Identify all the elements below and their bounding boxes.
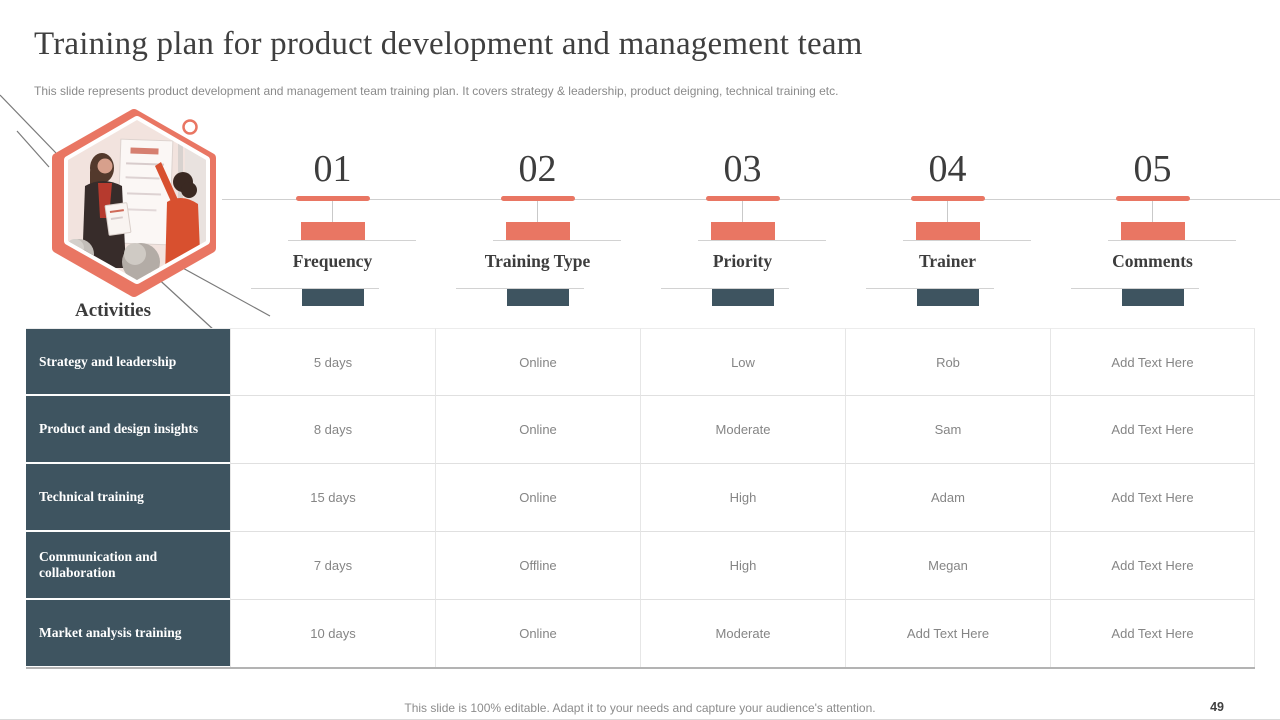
activity-cell: Market analysis training [26, 600, 230, 668]
training-type-cell: Online [435, 396, 640, 464]
column-label: Comments [1112, 251, 1193, 271]
activities-label: Activities [75, 300, 151, 321]
priority-cell: Moderate [640, 396, 845, 464]
comments-placeholder[interactable]: Add Text Here [1050, 464, 1255, 532]
comments-placeholder[interactable]: Add Text Here [1050, 328, 1255, 396]
frequency-cell: 5 days [230, 328, 435, 396]
accent-bar [300, 222, 365, 241]
frequency-cell: 7 days [230, 532, 435, 600]
shelf-line [492, 240, 621, 241]
training-type-cell: Online [435, 328, 640, 396]
accent-underline [910, 196, 985, 201]
trainer-cell: Adam [845, 464, 1050, 532]
activity-cell: Communication and collaboration [26, 532, 230, 600]
shelf-line [1070, 288, 1199, 289]
trainer-cell: Megan [845, 532, 1050, 600]
training-table: Strategy and leadership 5 days Online Lo… [26, 328, 1255, 668]
page-title: Training plan for product development an… [34, 26, 863, 62]
frequency-cell: 15 days [230, 464, 435, 532]
shelf-line [697, 240, 826, 241]
training-type-cell: Offline [435, 532, 640, 600]
comments-placeholder[interactable]: Add Text Here [1050, 600, 1255, 668]
dark-bar [506, 289, 569, 306]
connector-line [947, 201, 948, 223]
column-number: 04 [928, 148, 967, 190]
connector-line [1152, 201, 1153, 223]
diagonal-line [0, 94, 57, 154]
activity-cell: Strategy and leadership [26, 328, 230, 396]
comments-placeholder[interactable]: Add Text Here [1050, 396, 1255, 464]
priority-cell: High [640, 532, 845, 600]
priority-cell: Moderate [640, 600, 845, 668]
dark-bar [711, 289, 774, 306]
shelf-line [455, 288, 584, 289]
training-session-photo [68, 120, 206, 280]
accent-bar [1120, 222, 1185, 241]
shelf-line [287, 240, 416, 241]
table-bottom-shadow [26, 667, 1255, 669]
column-header-comments: 05 Comments [1050, 0, 1255, 330]
slide-subtitle: This slide represents product developmen… [34, 84, 839, 98]
shelf-line [250, 288, 379, 289]
activity-cell: Product and design insights [26, 396, 230, 464]
shelf-line [660, 288, 789, 289]
connector-line [537, 201, 538, 223]
footer-note: This slide is 100% editable. Adapt it to… [404, 701, 876, 715]
connector-line [332, 201, 333, 223]
frequency-cell: 8 days [230, 396, 435, 464]
column-number: 03 [723, 148, 762, 190]
priority-cell: High [640, 464, 845, 532]
column-header-training-type: 02 Training Type [435, 0, 640, 330]
frequency-cell: 10 days [230, 600, 435, 668]
accent-bar [915, 222, 980, 241]
trainer-cell: Sam [845, 396, 1050, 464]
training-type-cell: Online [435, 464, 640, 532]
training-photo-hexagon [52, 109, 216, 297]
column-number: 02 [518, 148, 557, 190]
activity-cell: Technical training [26, 464, 230, 532]
diagonal-line [16, 130, 50, 168]
column-number: 01 [313, 148, 352, 190]
accent-underline [295, 196, 370, 201]
column-number: 05 [1133, 148, 1172, 190]
circle-ornament-icon [182, 119, 198, 135]
dark-bar [301, 289, 364, 306]
page-number: 49 [1210, 700, 1224, 714]
accent-bar [710, 222, 775, 241]
trainer-cell: Rob [845, 328, 1050, 396]
priority-cell: Low [640, 328, 845, 396]
column-label: Priority [712, 251, 773, 271]
comments-placeholder[interactable]: Add Text Here [1050, 532, 1255, 600]
dark-bar [916, 289, 979, 306]
shelf-line [1107, 240, 1236, 241]
shelf-line [902, 240, 1031, 241]
accent-underline [1115, 196, 1190, 201]
trainer-placeholder[interactable]: Add Text Here [845, 600, 1050, 668]
column-label: Trainer [918, 251, 977, 271]
training-type-cell: Online [435, 600, 640, 668]
connector-line [742, 201, 743, 223]
column-header-trainer: 04 Trainer [845, 0, 1050, 330]
column-label: Training Type [484, 251, 591, 271]
dark-bar [1121, 289, 1184, 306]
column-header-priority: 03 Priority [640, 0, 845, 330]
column-header-frequency: 01 Frequency [230, 0, 435, 330]
accent-underline [500, 196, 575, 201]
accent-underline [705, 196, 780, 201]
column-label: Frequency [292, 251, 373, 271]
accent-bar [505, 222, 570, 241]
shelf-line [865, 288, 994, 289]
